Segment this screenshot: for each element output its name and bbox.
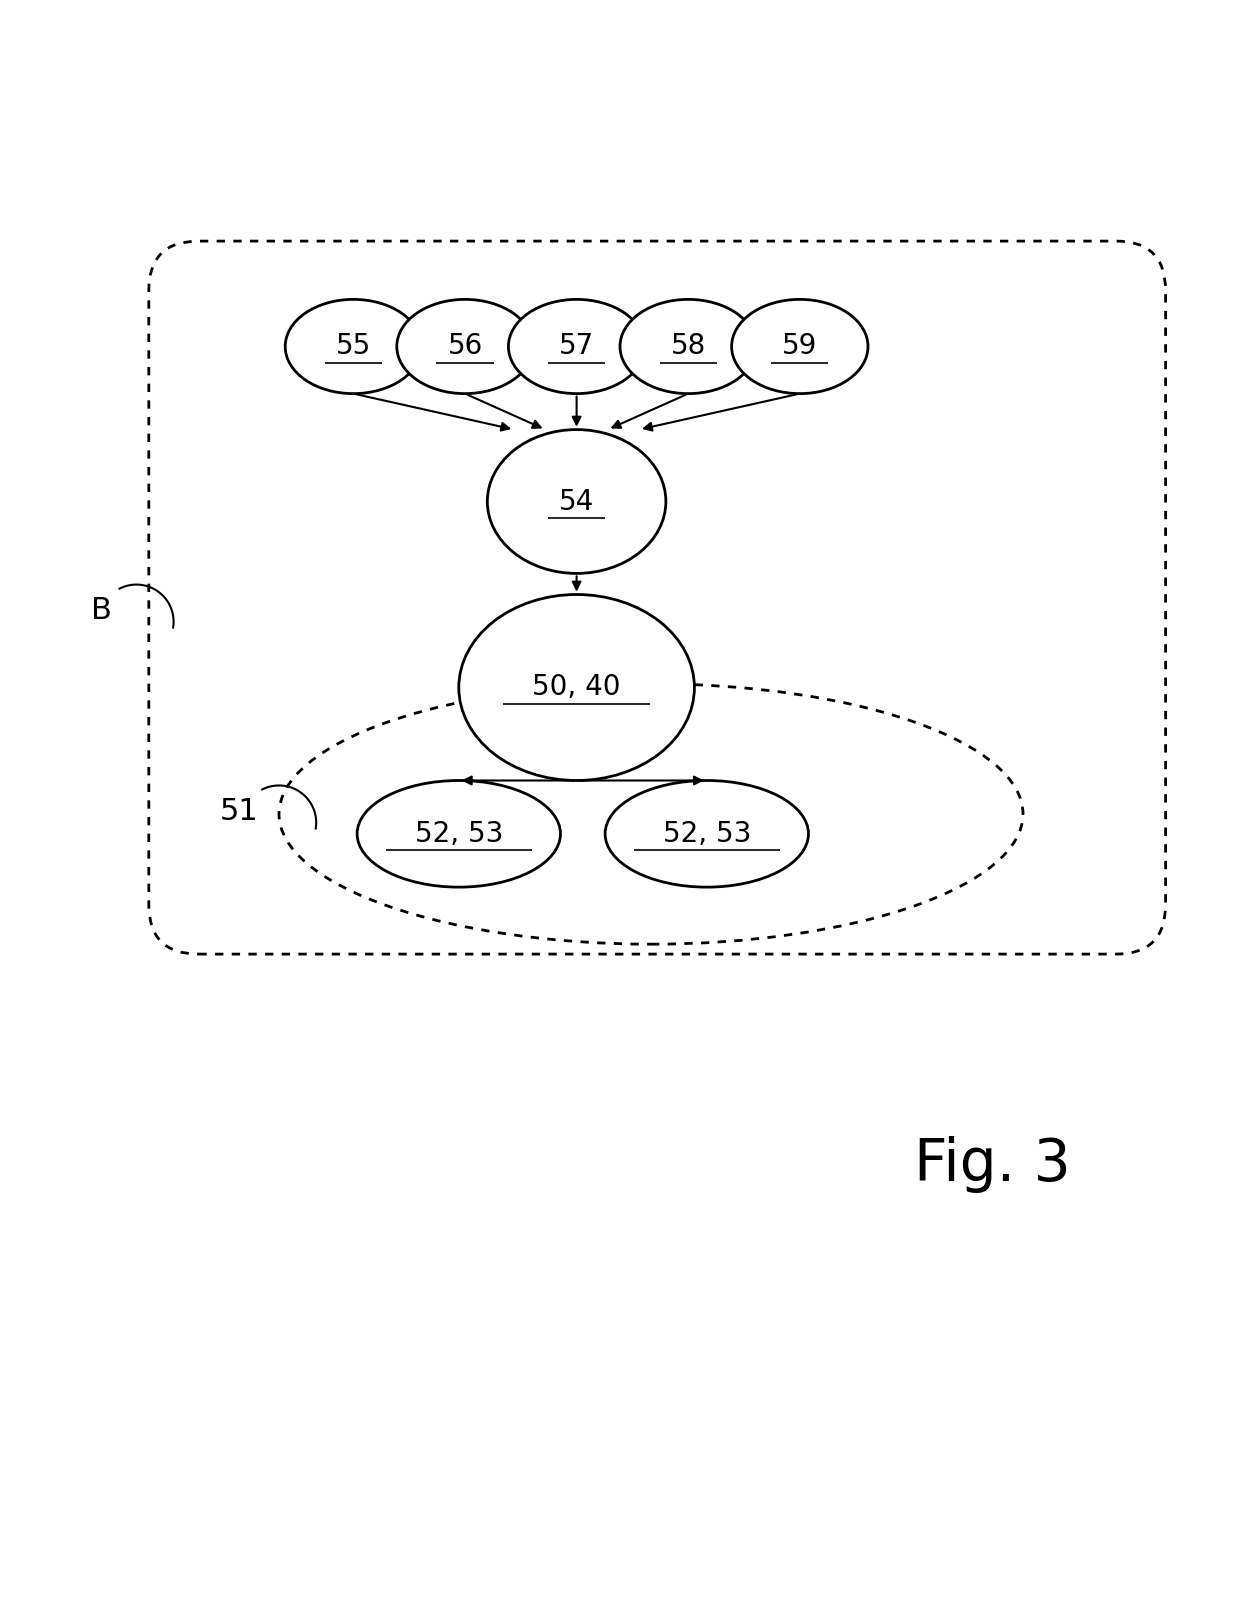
Ellipse shape [732, 299, 868, 394]
Ellipse shape [397, 299, 533, 394]
Text: 50, 40: 50, 40 [532, 674, 621, 701]
Text: B: B [92, 596, 112, 625]
Ellipse shape [357, 781, 560, 888]
Ellipse shape [285, 299, 422, 394]
Text: 59: 59 [782, 333, 817, 360]
Text: 55: 55 [336, 333, 371, 360]
Ellipse shape [620, 299, 756, 394]
Text: 58: 58 [671, 333, 706, 360]
Text: 56: 56 [448, 333, 482, 360]
Text: 52, 53: 52, 53 [662, 820, 751, 847]
Ellipse shape [487, 430, 666, 573]
Ellipse shape [459, 594, 694, 781]
Text: Fig. 3: Fig. 3 [914, 1136, 1070, 1193]
Ellipse shape [605, 781, 808, 888]
Ellipse shape [508, 299, 645, 394]
Text: 51: 51 [219, 797, 259, 826]
Text: 57: 57 [559, 333, 594, 360]
Text: 52, 53: 52, 53 [414, 820, 503, 847]
Text: 54: 54 [559, 487, 594, 516]
